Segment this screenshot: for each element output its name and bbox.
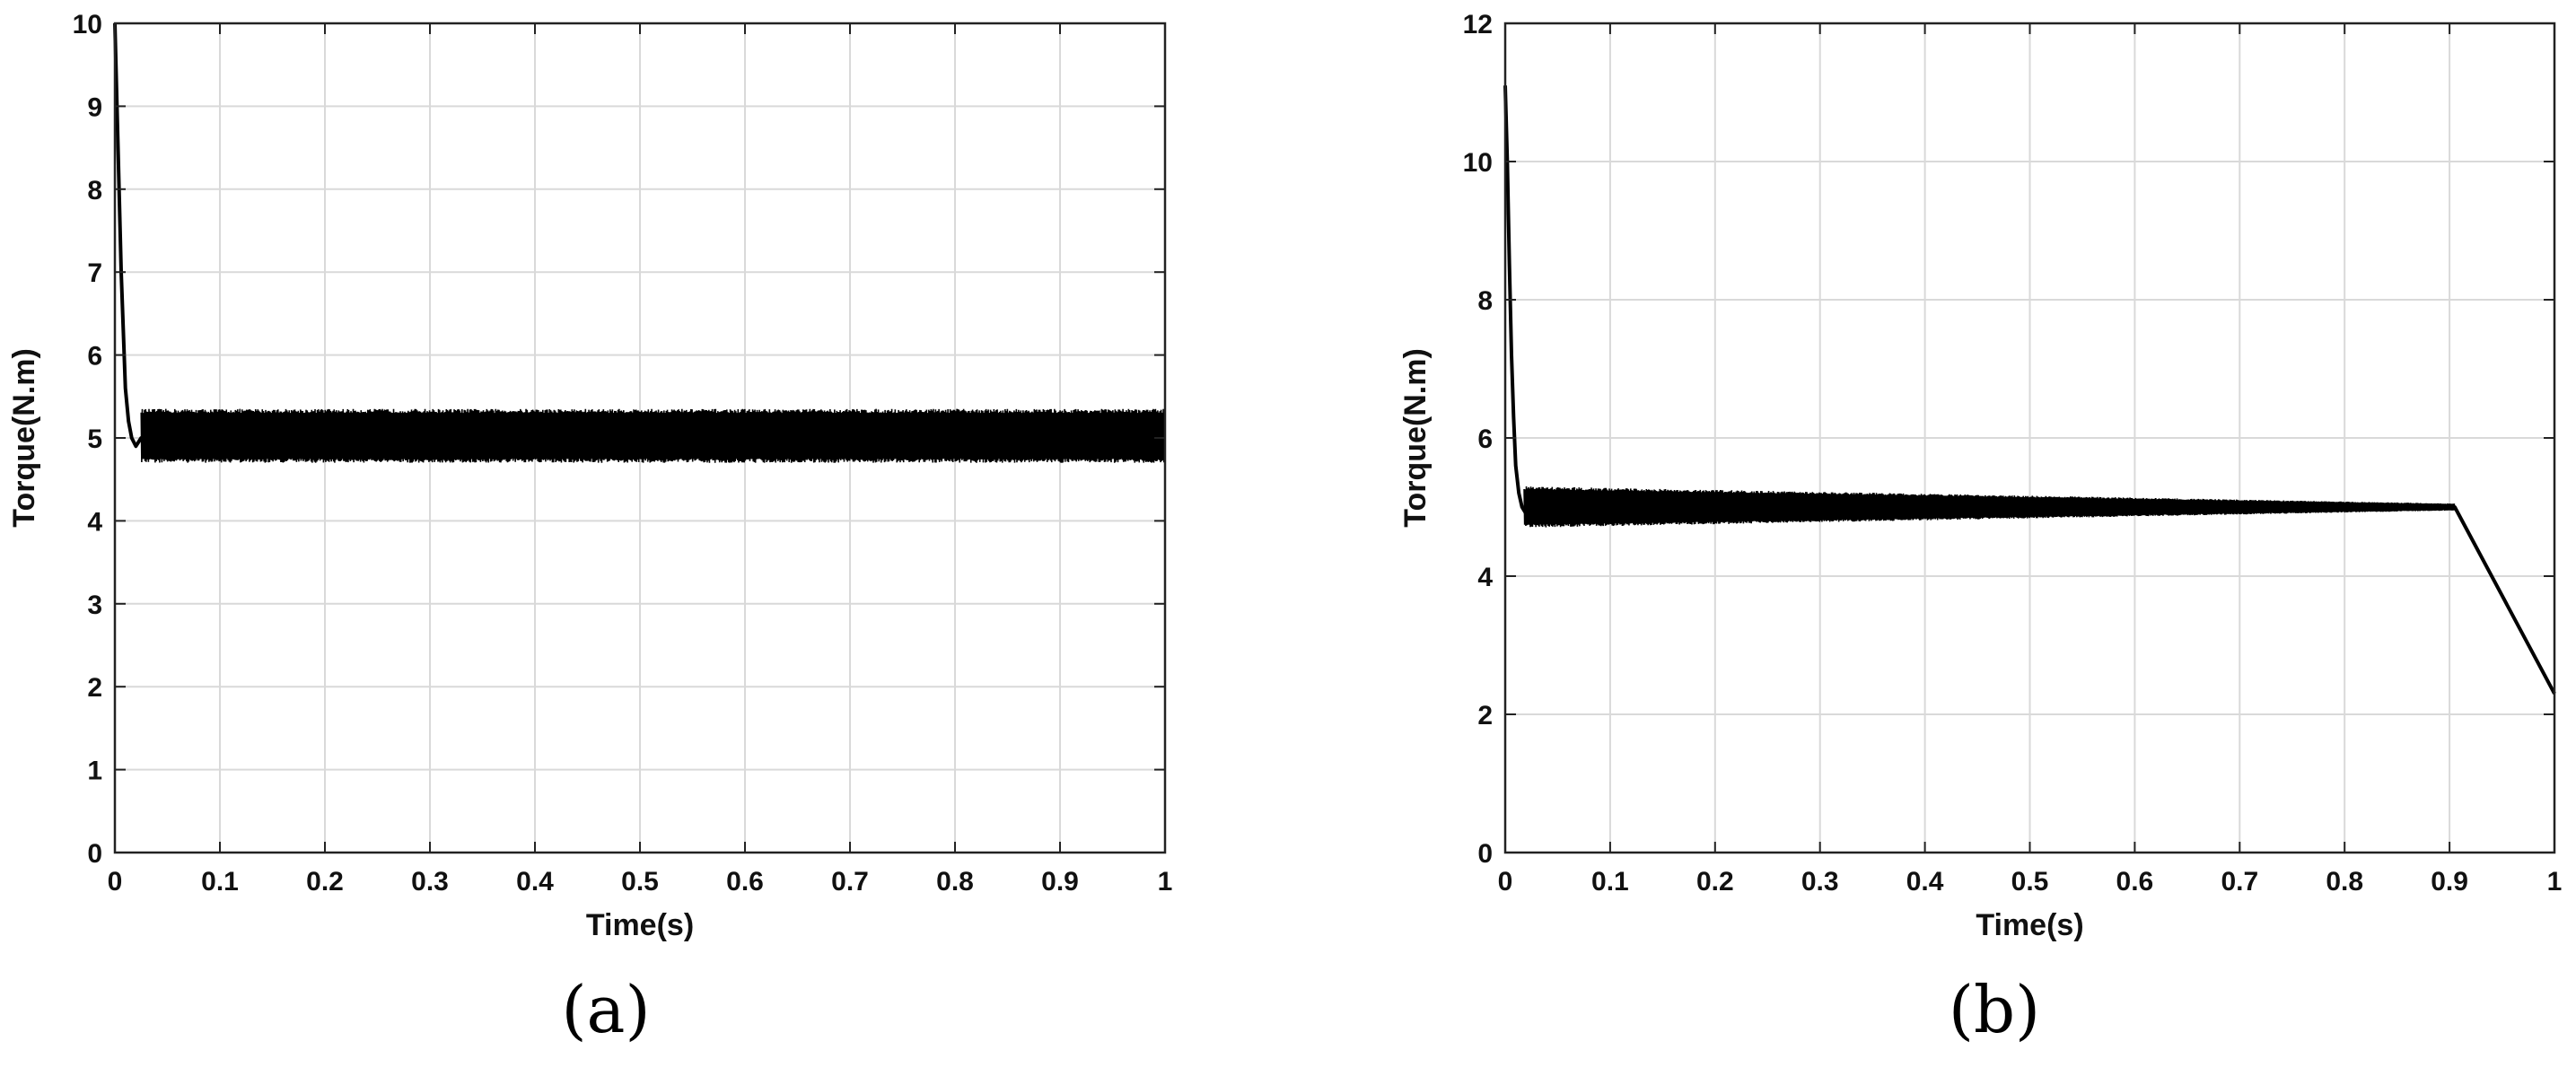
series-ripple xyxy=(1523,486,2456,528)
y-tick-label: 9 xyxy=(87,92,102,122)
series-1 xyxy=(113,22,1166,463)
y-tick-label: 8 xyxy=(1477,286,1493,316)
x-tick-label: 0.3 xyxy=(411,867,449,897)
x-tick-label: 0.8 xyxy=(936,867,974,897)
x-tick-label: 0.5 xyxy=(621,867,659,897)
x-tick-label: 0.7 xyxy=(831,867,869,897)
y-tick-label: 10 xyxy=(73,10,102,39)
y-tick-label: 12 xyxy=(1463,10,1493,39)
y-tick-label: 3 xyxy=(87,590,102,620)
y-tick-label: 4 xyxy=(1477,563,1493,592)
y-tick-label: 5 xyxy=(87,424,102,454)
x-tick-label: 0.2 xyxy=(1696,867,1734,897)
x-tick-label: 0 xyxy=(1498,867,1513,897)
y-tick-label: 6 xyxy=(1477,424,1493,454)
chart-panel-2: 0 0.1 0.2 0.3 0.4 0.5 0.6 0.7 0.8 0.9 1024681012Ti… xyxy=(1398,10,2562,1047)
panel-label: (b) xyxy=(1949,972,2040,1047)
y-tick-label: 2 xyxy=(87,673,102,703)
y-tick-label: 10 xyxy=(1463,148,1493,178)
y-tick-label: 1 xyxy=(87,757,102,786)
chart-panel-1: 0 0.1 0.2 0.3 0.4 0.5 0.6 0.7 0.8 0.9 101234567891… xyxy=(7,10,1172,1047)
x-tick-label: 0 xyxy=(108,867,123,897)
y-tick-label: 8 xyxy=(87,176,102,206)
x-tick-label: 0.2 xyxy=(306,867,344,897)
x-tick-label: 0.4 xyxy=(516,867,554,897)
x-tick-label: 0.1 xyxy=(1591,867,1629,897)
x-tick-label: 0.6 xyxy=(2116,867,2154,897)
series-1 xyxy=(1503,85,2556,695)
y-tick-label: 0 xyxy=(87,839,102,869)
x-tick-label: 0.9 xyxy=(2431,867,2468,897)
y-tick-label: 7 xyxy=(87,258,102,288)
panel-label: (a) xyxy=(561,972,650,1047)
y-axis-label: Torque(N.m) xyxy=(7,348,41,528)
y-axis-label: Torque(N.m) xyxy=(1398,348,1433,528)
x-tick-label: 0.3 xyxy=(1801,867,1839,897)
x-tick-label: 0.4 xyxy=(1906,867,1944,897)
x-axis-label: Time(s) xyxy=(586,908,694,942)
y-tick-label: 2 xyxy=(1477,701,1493,730)
x-tick-label: 1 xyxy=(1158,867,1173,897)
x-tick-label: 0.8 xyxy=(2326,867,2363,897)
series-ripple xyxy=(140,408,1166,463)
x-tick-label: 0.9 xyxy=(1041,867,1079,897)
y-tick-label: 0 xyxy=(1477,839,1493,869)
y-tick-label: 4 xyxy=(87,507,102,537)
x-tick-label: 0.6 xyxy=(726,867,764,897)
y-tick-label: 6 xyxy=(87,342,102,372)
x-tick-label: 0.7 xyxy=(2221,867,2258,897)
x-tick-label: 1 xyxy=(2547,867,2563,897)
x-tick-label: 0.1 xyxy=(201,867,239,897)
x-tick-label: 0.5 xyxy=(2011,867,2049,897)
x-axis-label: Time(s) xyxy=(1976,908,2083,942)
